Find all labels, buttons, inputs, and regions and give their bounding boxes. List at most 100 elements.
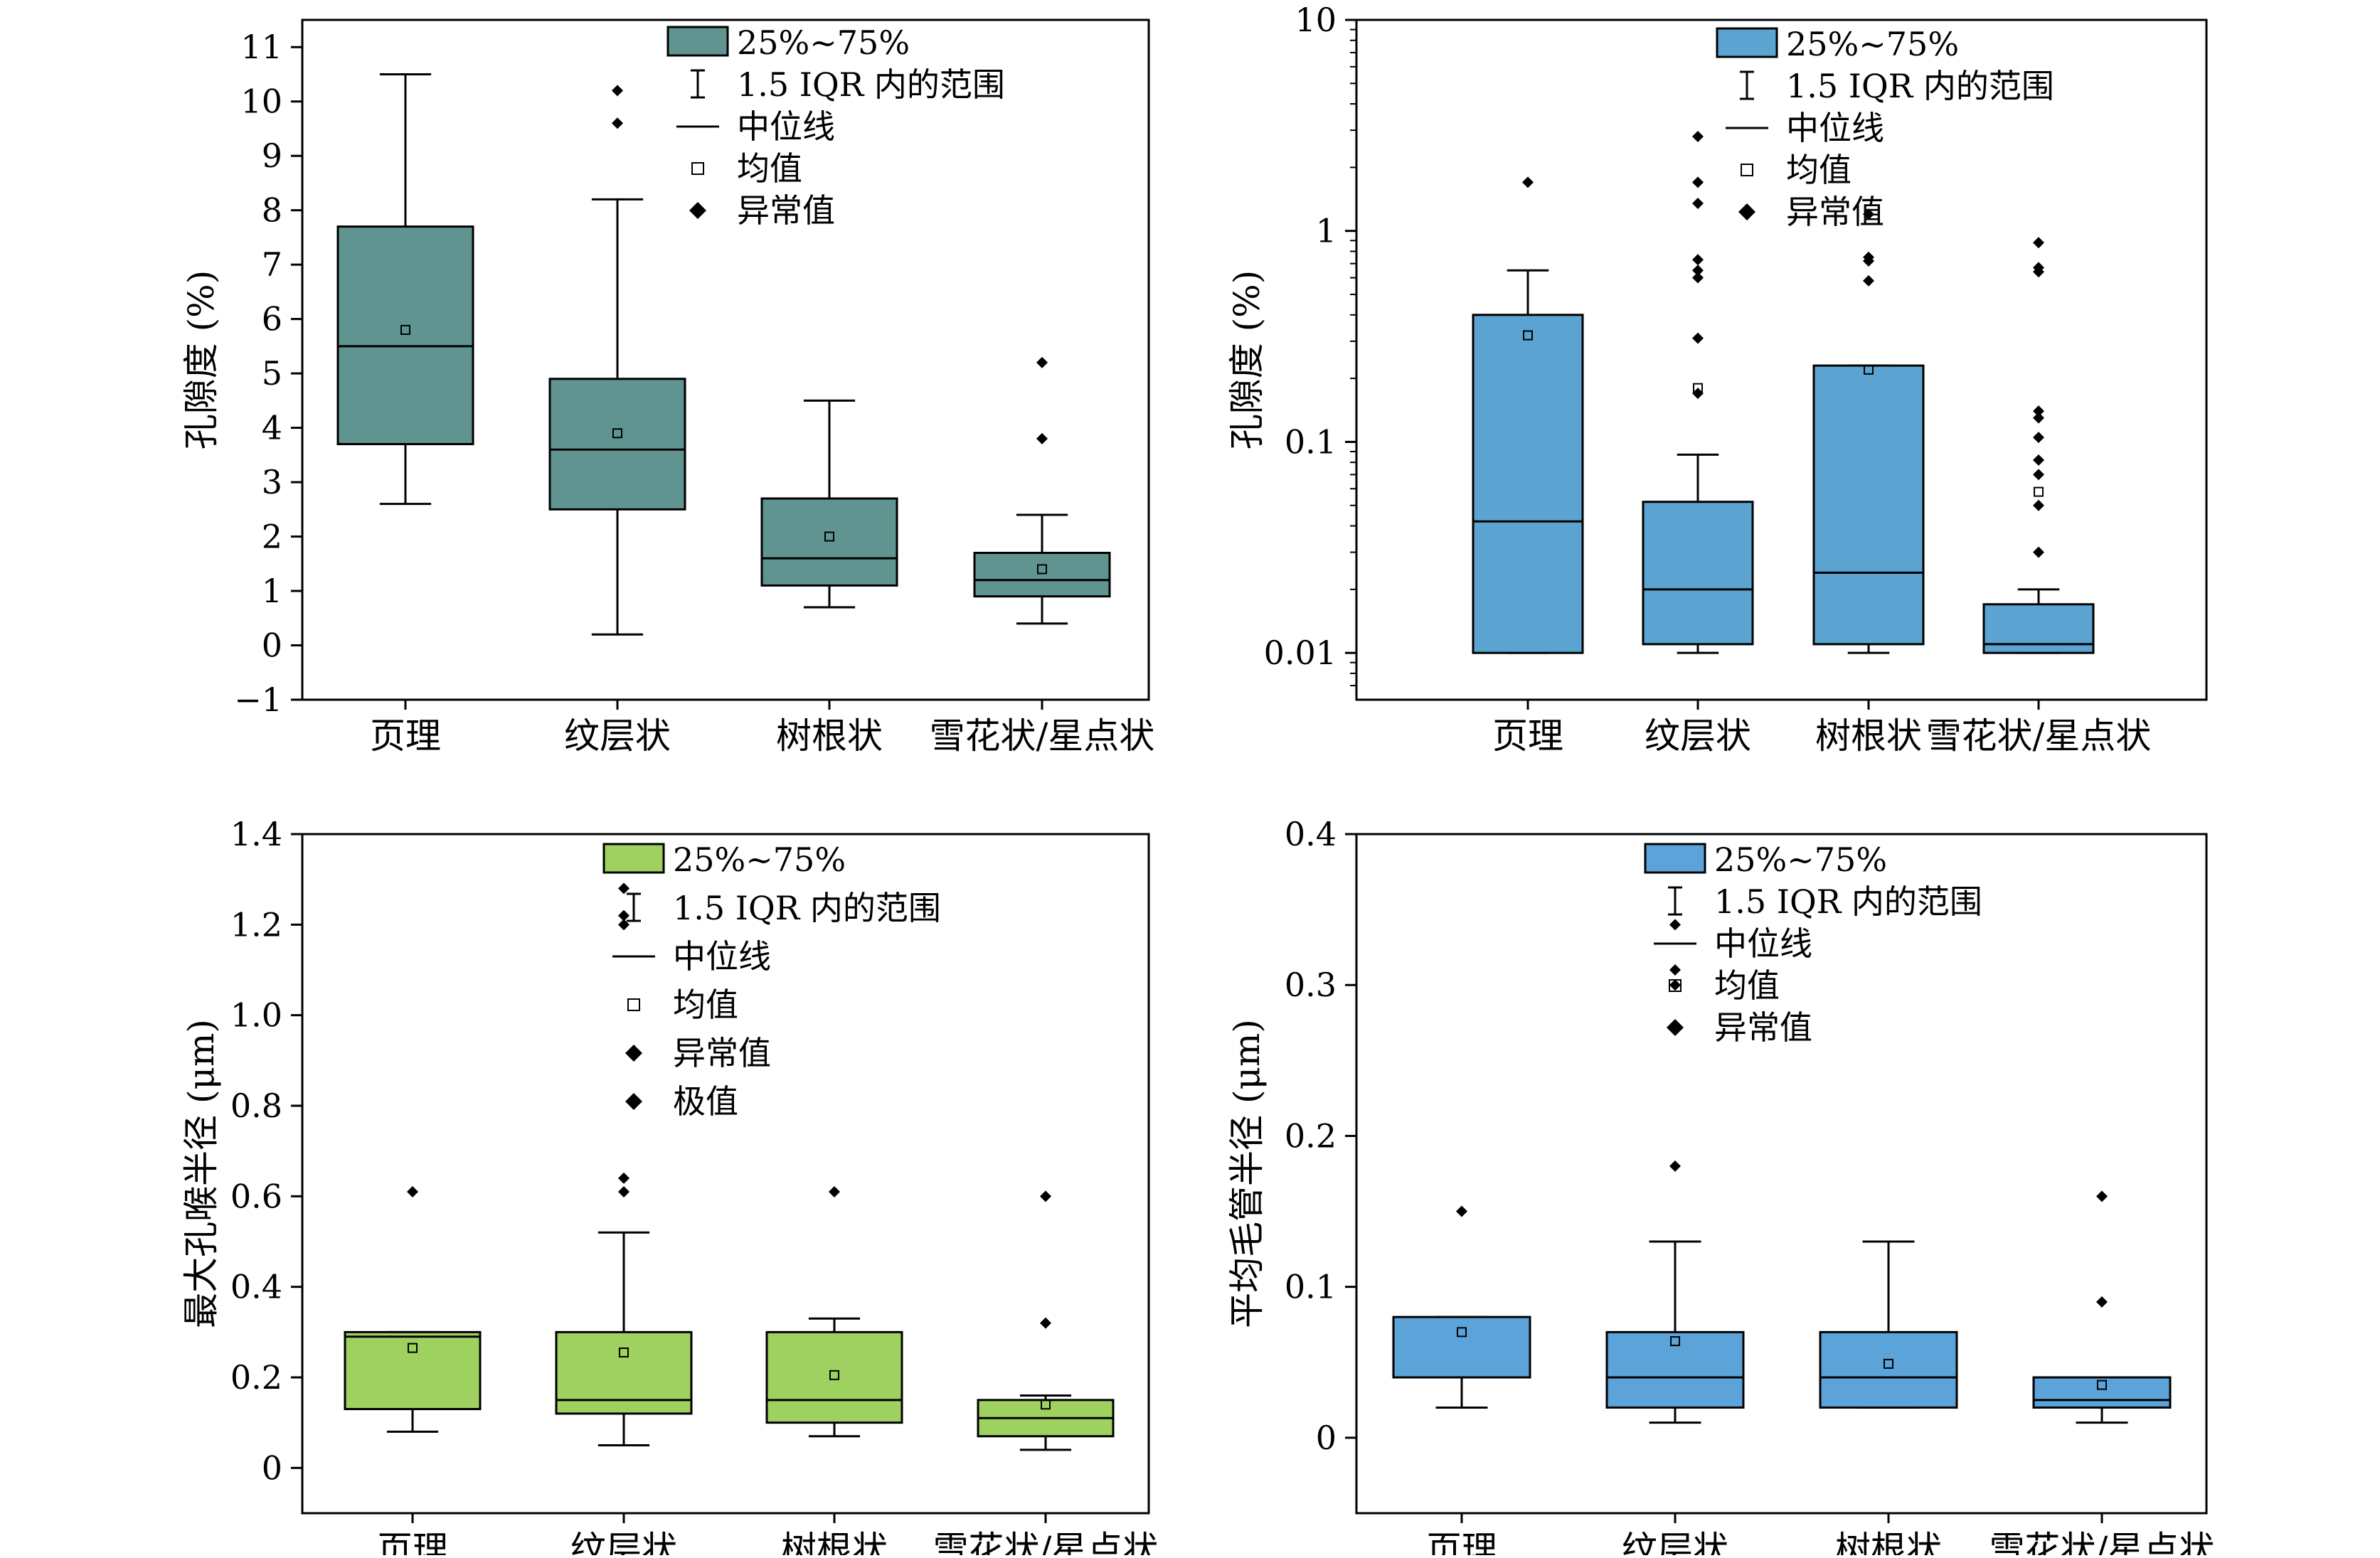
mean-marker [2097, 1380, 2107, 1390]
outlier-point [2096, 1296, 2108, 1308]
mean-marker [400, 324, 410, 335]
iqr-box [1642, 501, 1754, 646]
y-tick-label: 1.2 [230, 905, 282, 944]
legend-mean-swatch [627, 998, 640, 1011]
outlier-point [618, 1172, 629, 1184]
mean-marker [2034, 486, 2044, 497]
outlier-point [2033, 454, 2044, 466]
outlier-point [1669, 964, 1681, 976]
outlier-point [1669, 1160, 1681, 1172]
chart-panel-2: 0.01 0.1 1 10 孔隙度 (%) 页理 纹层状 树根状 雪花状/星点状 25%~75% 1… [1226, 1, 2208, 757]
outlier-point [1040, 1190, 1051, 1202]
outlier-point [1040, 1317, 1051, 1329]
outlier-point [1692, 254, 1704, 266]
legend-label: 均值 [673, 986, 738, 1024]
iqr-box [973, 552, 1111, 598]
legend-label: 中位线 [1786, 109, 1884, 147]
outlier-point [2033, 432, 2044, 444]
outlier-point [1863, 208, 1874, 220]
y-tick-label: 0 [262, 626, 282, 665]
box-group [1642, 131, 1754, 654]
y-tick-label: 1 [1316, 212, 1337, 250]
y-tick-label: 0.01 [1264, 634, 1337, 672]
y-tick-label: 0.4 [230, 1268, 282, 1306]
outlier-point [612, 117, 623, 129]
iqr-box [1982, 603, 2095, 654]
mean-marker [1457, 1327, 1467, 1338]
iqr-box [765, 1330, 903, 1424]
x-tick-label: 树根状 [1815, 715, 1922, 757]
box-group [1392, 1205, 1531, 1409]
y-tick-label: 7 [262, 245, 282, 284]
outlier-point [618, 882, 629, 895]
iqr-box [548, 378, 686, 511]
y-tick-label: 0.2 [230, 1358, 282, 1397]
plot-frame [301, 18, 1150, 701]
chart-panel-3: 0 0.2 0.4 0.6 0.8 1.0 1.2 1.4 最大孔喉半径 (μm) 页理 纹层状 树根… [181, 815, 1159, 1558]
y-tick-label: 1.4 [230, 815, 282, 853]
y-tick-label: 4 [262, 409, 282, 447]
outlier-point [1669, 979, 1681, 991]
outlier-point [1863, 274, 1874, 287]
mean-marker [1864, 364, 1874, 375]
x-tick-label: 纹层状 [564, 715, 671, 757]
x-tick-label: 雪花状/星点状 [930, 715, 1155, 757]
outlier-point [1669, 919, 1681, 931]
x-tick-label: 树根状 [781, 1529, 888, 1555]
x-tick-label: 雪花状/星点状 [933, 1529, 1159, 1555]
plot-frame [301, 833, 1150, 1515]
outlier-point [2033, 469, 2044, 481]
y-tick-label: 10 [1295, 1, 1337, 39]
mean-marker [1884, 1358, 1893, 1369]
legend-box-swatch [1716, 27, 1778, 58]
legend-mean-swatch [1741, 164, 1753, 176]
outlier-point [1036, 432, 1048, 444]
legend-diamond-swatch [1667, 1019, 1684, 1036]
y-tick-label: 0.1 [1285, 422, 1337, 461]
box-group [1812, 208, 1925, 654]
box-group [336, 73, 474, 506]
legend-label: 中位线 [1714, 924, 1812, 963]
legend-box-swatch [666, 26, 729, 57]
x-tick-label: 页理 [377, 1529, 448, 1555]
box-group [2032, 1190, 2172, 1424]
iqr-box [1605, 1330, 1745, 1409]
y-tick-label: 0.2 [1285, 1116, 1337, 1155]
iqr-box [760, 497, 898, 587]
legend-label: 1.5 IQR 内的范围 [737, 65, 1005, 104]
box-group [555, 882, 693, 1446]
y-tick-label: 3 [262, 463, 282, 501]
legend-label: 异常值 [1786, 193, 1884, 231]
y-tick-label: 2 [262, 518, 282, 556]
legend-label: 中位线 [737, 107, 835, 146]
outlier-point [407, 1185, 418, 1197]
y-tick-label: 0 [1316, 1419, 1337, 1457]
legend-label: 25%~75% [1786, 25, 1959, 63]
box-group [1982, 237, 2095, 654]
iqr-box [1812, 364, 1925, 646]
y-tick-label: 11 [240, 28, 282, 66]
outlier-point [1456, 1205, 1467, 1217]
legend-label: 25%~75% [673, 841, 846, 879]
legend-label: 中位线 [673, 937, 771, 976]
legend-box-swatch [1644, 843, 1706, 874]
outlier-point [2033, 412, 2044, 424]
legend-label: 异常值 [1714, 1008, 1812, 1047]
y-axis-title: 平均毛管半径 (μm) [1226, 1019, 1268, 1328]
iqr-box [1819, 1330, 1958, 1409]
chart-panel-4: 0 0.1 0.2 0.3 0.4 平均毛管半径 (μm) 页理 纹层状 树根状 雪花状/星点状 2… [1226, 815, 2214, 1558]
x-tick-label: 树根状 [1835, 1529, 1942, 1555]
legend-label: 1.5 IQR 内的范围 [1786, 67, 2054, 105]
legend-label: 25%~75% [1714, 841, 1887, 879]
box-group [760, 399, 898, 609]
outlier-point [1692, 265, 1704, 277]
outlier-point [1692, 176, 1704, 188]
outlier-point [2033, 237, 2044, 249]
outlier-point [2033, 546, 2044, 558]
outlier-point [1692, 198, 1704, 210]
